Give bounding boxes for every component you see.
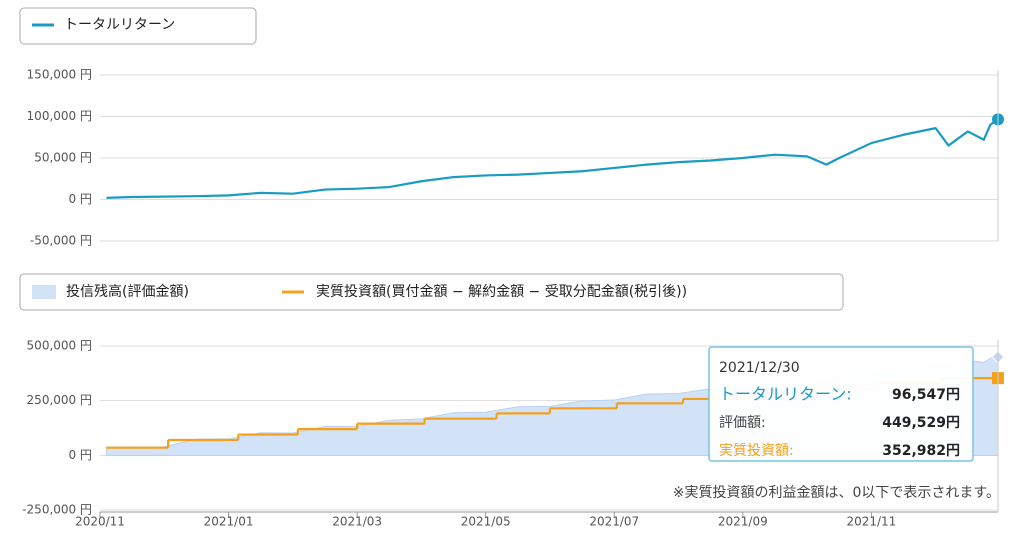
legend-label: 投信残高(評価金額) xyxy=(66,283,189,300)
tooltip-label: 実質投資額: xyxy=(719,443,794,459)
tooltip-value: 449,529円 xyxy=(882,415,960,431)
tooltip: 2021/12/30 トータルリターン: 96,547円 評価額: 449,52… xyxy=(708,346,974,462)
x-tick-label: 2021/01 xyxy=(204,515,254,529)
tooltip-value: 352,982円 xyxy=(882,443,960,459)
x-tick-label: 2021/07 xyxy=(589,515,639,529)
legend-label: トータルリターン xyxy=(64,17,175,33)
y-tick-label: 150,000 円 xyxy=(27,68,92,82)
legend-label: 実質投資額(買付金額 − 解約金額 − 受取分配金額(税引後)) xyxy=(316,284,687,300)
y-tick-label: 0 円 xyxy=(69,192,92,206)
x-tick-label: 2021/11 xyxy=(846,515,896,529)
x-tick-label: 2021/05 xyxy=(461,515,511,529)
y-tick-label: 50,000 円 xyxy=(34,151,92,165)
y-tick-label: 0 円 xyxy=(69,448,92,462)
legend-box xyxy=(19,273,844,311)
y-tick-label: 100,000 円 xyxy=(27,109,92,123)
x-tick-label: 2020/11 xyxy=(75,515,125,529)
tooltip-box xyxy=(708,346,974,462)
line xyxy=(106,118,999,199)
y-tick-label: -50,000 円 xyxy=(30,234,92,248)
tooltip-value: 96,547円 xyxy=(892,387,960,403)
tooltip-label: トータルリターン: xyxy=(719,385,852,404)
legend-box xyxy=(19,7,257,45)
tooltip-label: 評価額: xyxy=(719,415,766,431)
y-tick-label: -250,000 円 xyxy=(22,503,92,517)
note: ※実質投資額の利益金額は、0以下で表示されます。 xyxy=(673,485,1000,501)
x-tick-label: 2021/03 xyxy=(332,515,382,529)
x-tick-label: 2021/09 xyxy=(718,515,768,529)
tooltip-date: 2021/12/30 xyxy=(719,360,800,376)
y-tick-label: 500,000 円 xyxy=(27,339,92,353)
y-tick-label: 250,000 円 xyxy=(27,393,92,407)
legend-swatch xyxy=(32,285,56,299)
